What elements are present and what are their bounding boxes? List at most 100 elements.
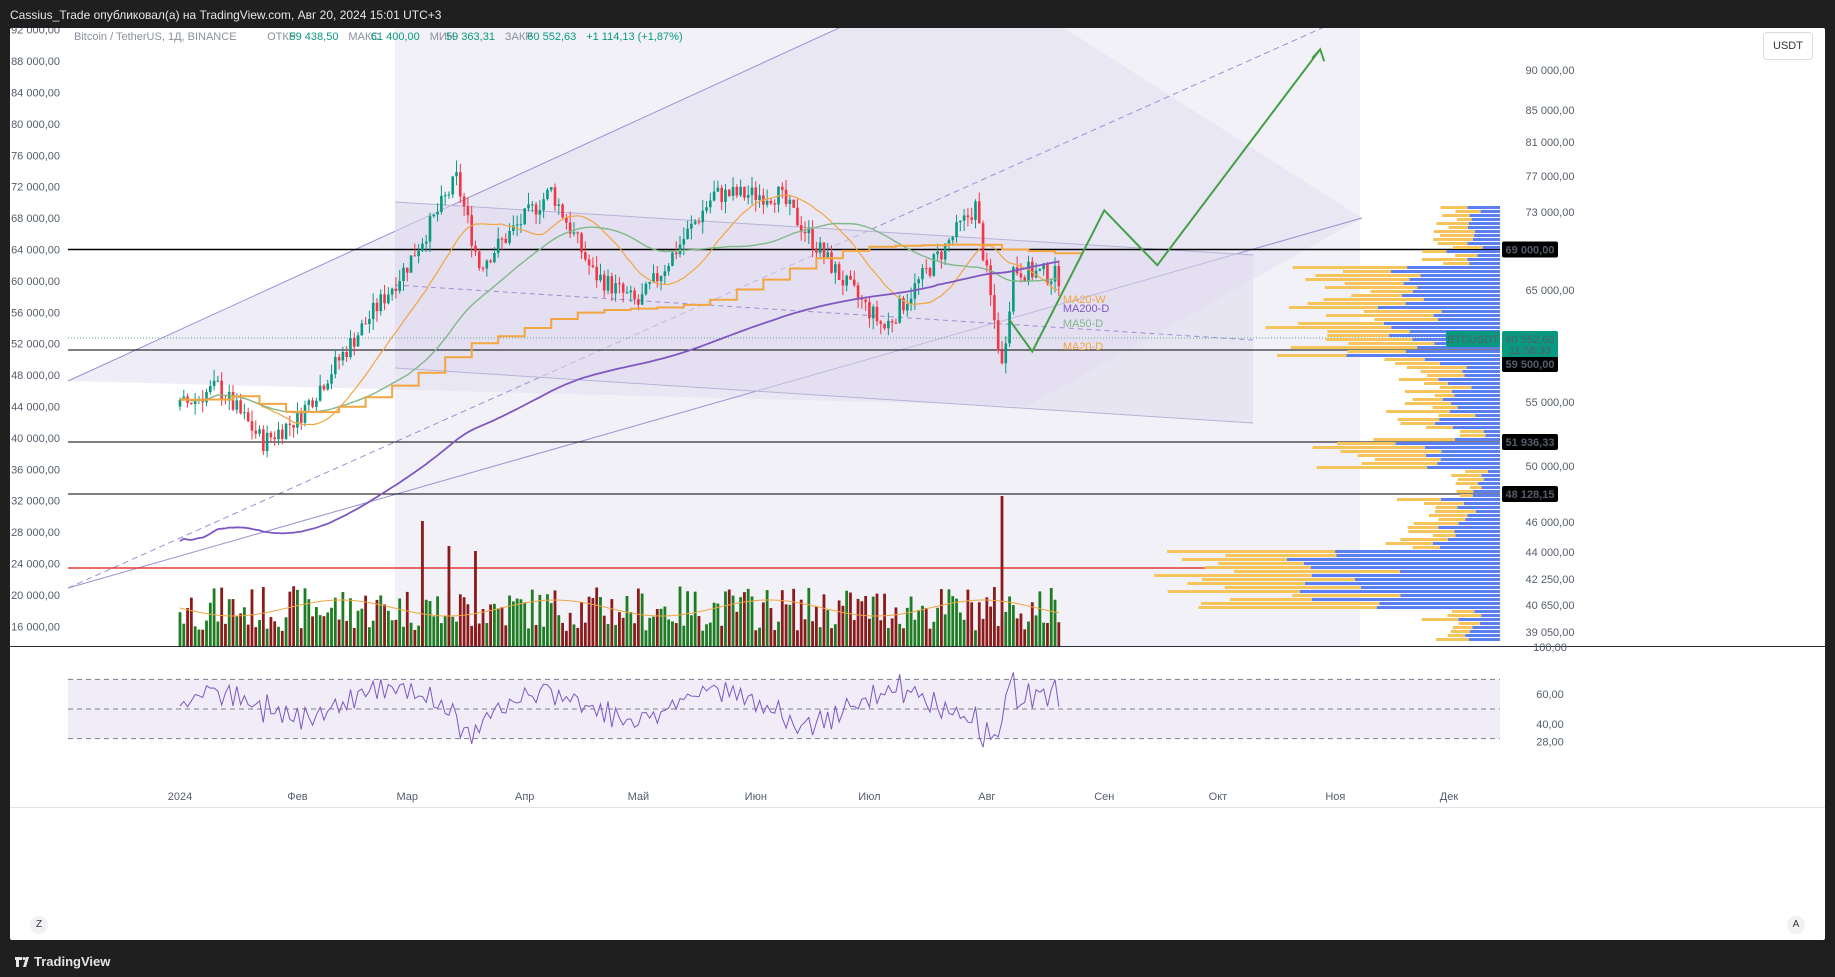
volume-bar bbox=[663, 606, 667, 646]
candle bbox=[508, 223, 511, 246]
vp-buy-bar bbox=[1458, 522, 1500, 525]
candle bbox=[811, 220, 814, 258]
candle-body bbox=[739, 186, 742, 196]
candle-body bbox=[905, 303, 909, 311]
vp-buy-bar bbox=[1425, 454, 1500, 457]
vp-buy-bar bbox=[1440, 458, 1500, 461]
volume-bar bbox=[458, 594, 462, 646]
candle bbox=[727, 188, 731, 198]
vp-sell-bar bbox=[1423, 502, 1464, 505]
candle bbox=[424, 234, 428, 252]
currency-button[interactable]: USDT bbox=[1763, 32, 1813, 60]
left-axis-label: 56 000,00 bbox=[11, 307, 60, 319]
right-axis-label: 44 000,00 bbox=[1526, 547, 1575, 559]
volume-bar bbox=[814, 606, 818, 646]
volume-bar bbox=[602, 615, 606, 646]
candle bbox=[303, 400, 307, 427]
volume-bar bbox=[307, 599, 311, 646]
candle-body bbox=[754, 187, 758, 201]
candle-body bbox=[671, 252, 674, 266]
candle bbox=[614, 274, 617, 302]
volume-bar bbox=[352, 627, 356, 646]
candle bbox=[849, 270, 852, 280]
candle bbox=[337, 354, 341, 370]
volume-bar bbox=[360, 608, 364, 646]
candle-body bbox=[519, 224, 523, 226]
candle bbox=[273, 431, 276, 446]
vp-sell-bar bbox=[1351, 294, 1402, 297]
vp-buy-bar bbox=[1437, 462, 1500, 465]
candle bbox=[671, 250, 674, 267]
volume-bar bbox=[1023, 629, 1027, 646]
candle-body bbox=[277, 429, 280, 440]
volume-bar bbox=[833, 624, 837, 646]
candle bbox=[625, 286, 629, 294]
volume-bar bbox=[220, 587, 224, 646]
volume-bar bbox=[508, 595, 511, 646]
candle-body bbox=[678, 244, 682, 255]
volume-bar bbox=[451, 616, 455, 646]
volume-bar bbox=[534, 624, 538, 646]
volume-bar bbox=[909, 596, 913, 646]
chart-frame[interactable]: MA20-W MA200-D MA50-D MA20-D Bitcoin / Tethe… bbox=[10, 28, 1825, 940]
candle-body bbox=[1038, 269, 1042, 271]
volume-bar bbox=[417, 625, 421, 646]
left-axis-label: 32 000,00 bbox=[11, 496, 60, 508]
candle bbox=[534, 201, 538, 224]
candle-body bbox=[178, 399, 182, 407]
tradingview-logo[interactable]: TradingView bbox=[14, 954, 110, 969]
volume-bar bbox=[708, 622, 712, 646]
volume-bar bbox=[958, 612, 962, 646]
candle bbox=[637, 294, 640, 311]
candle-body bbox=[265, 432, 269, 451]
badge-51936-bg bbox=[1502, 434, 1558, 450]
desc-channel-fill bbox=[395, 202, 1253, 423]
candle-body bbox=[966, 215, 970, 218]
volume-bar bbox=[466, 604, 470, 646]
volume-bar bbox=[784, 604, 788, 646]
volume-bar bbox=[318, 615, 322, 646]
candle bbox=[455, 160, 458, 186]
vp-sell-bar bbox=[1292, 266, 1408, 269]
vp-sell-bar bbox=[1337, 442, 1396, 445]
vp-buy-bar bbox=[1286, 558, 1500, 561]
zoom-reset-button[interactable]: Z bbox=[30, 916, 48, 934]
volume-bar bbox=[205, 620, 208, 646]
candle bbox=[1038, 268, 1042, 272]
candle-body bbox=[921, 268, 924, 280]
vp-sell-bar bbox=[1361, 462, 1438, 465]
candle-body bbox=[989, 265, 992, 296]
vp-sell-bar bbox=[1202, 578, 1355, 581]
candle-body bbox=[852, 279, 856, 286]
candle-body bbox=[1000, 350, 1004, 364]
vp-buy-bar bbox=[1463, 502, 1500, 505]
candle-body bbox=[504, 238, 508, 243]
vp-buy-bar bbox=[1299, 590, 1500, 593]
candle bbox=[280, 423, 284, 445]
candle bbox=[834, 261, 837, 284]
vp-sell-bar bbox=[1298, 322, 1384, 325]
candle-body bbox=[246, 412, 250, 422]
candle bbox=[724, 183, 727, 214]
x-axis-label: Мар bbox=[397, 791, 419, 803]
volume-bar bbox=[974, 630, 977, 646]
candle-body bbox=[932, 254, 936, 276]
volume-bar bbox=[485, 623, 489, 646]
auto-scale-button[interactable]: A bbox=[1787, 916, 1805, 934]
vp-buy-bar bbox=[1468, 222, 1500, 225]
volume-bar bbox=[326, 612, 330, 646]
volume-bar bbox=[246, 624, 250, 646]
badge-price-bg bbox=[1502, 331, 1558, 357]
candle bbox=[693, 218, 697, 226]
vp-buy-bar bbox=[1454, 394, 1500, 397]
right-axis-label: 100,00 bbox=[1533, 642, 1567, 654]
candle bbox=[754, 181, 758, 212]
candle bbox=[246, 407, 250, 423]
candle-body bbox=[383, 294, 386, 304]
candle bbox=[936, 243, 939, 261]
candle bbox=[678, 235, 682, 258]
vp-sell-bar bbox=[1456, 218, 1472, 221]
vp-buy-bar bbox=[1481, 474, 1500, 477]
volume-bar bbox=[902, 628, 905, 646]
